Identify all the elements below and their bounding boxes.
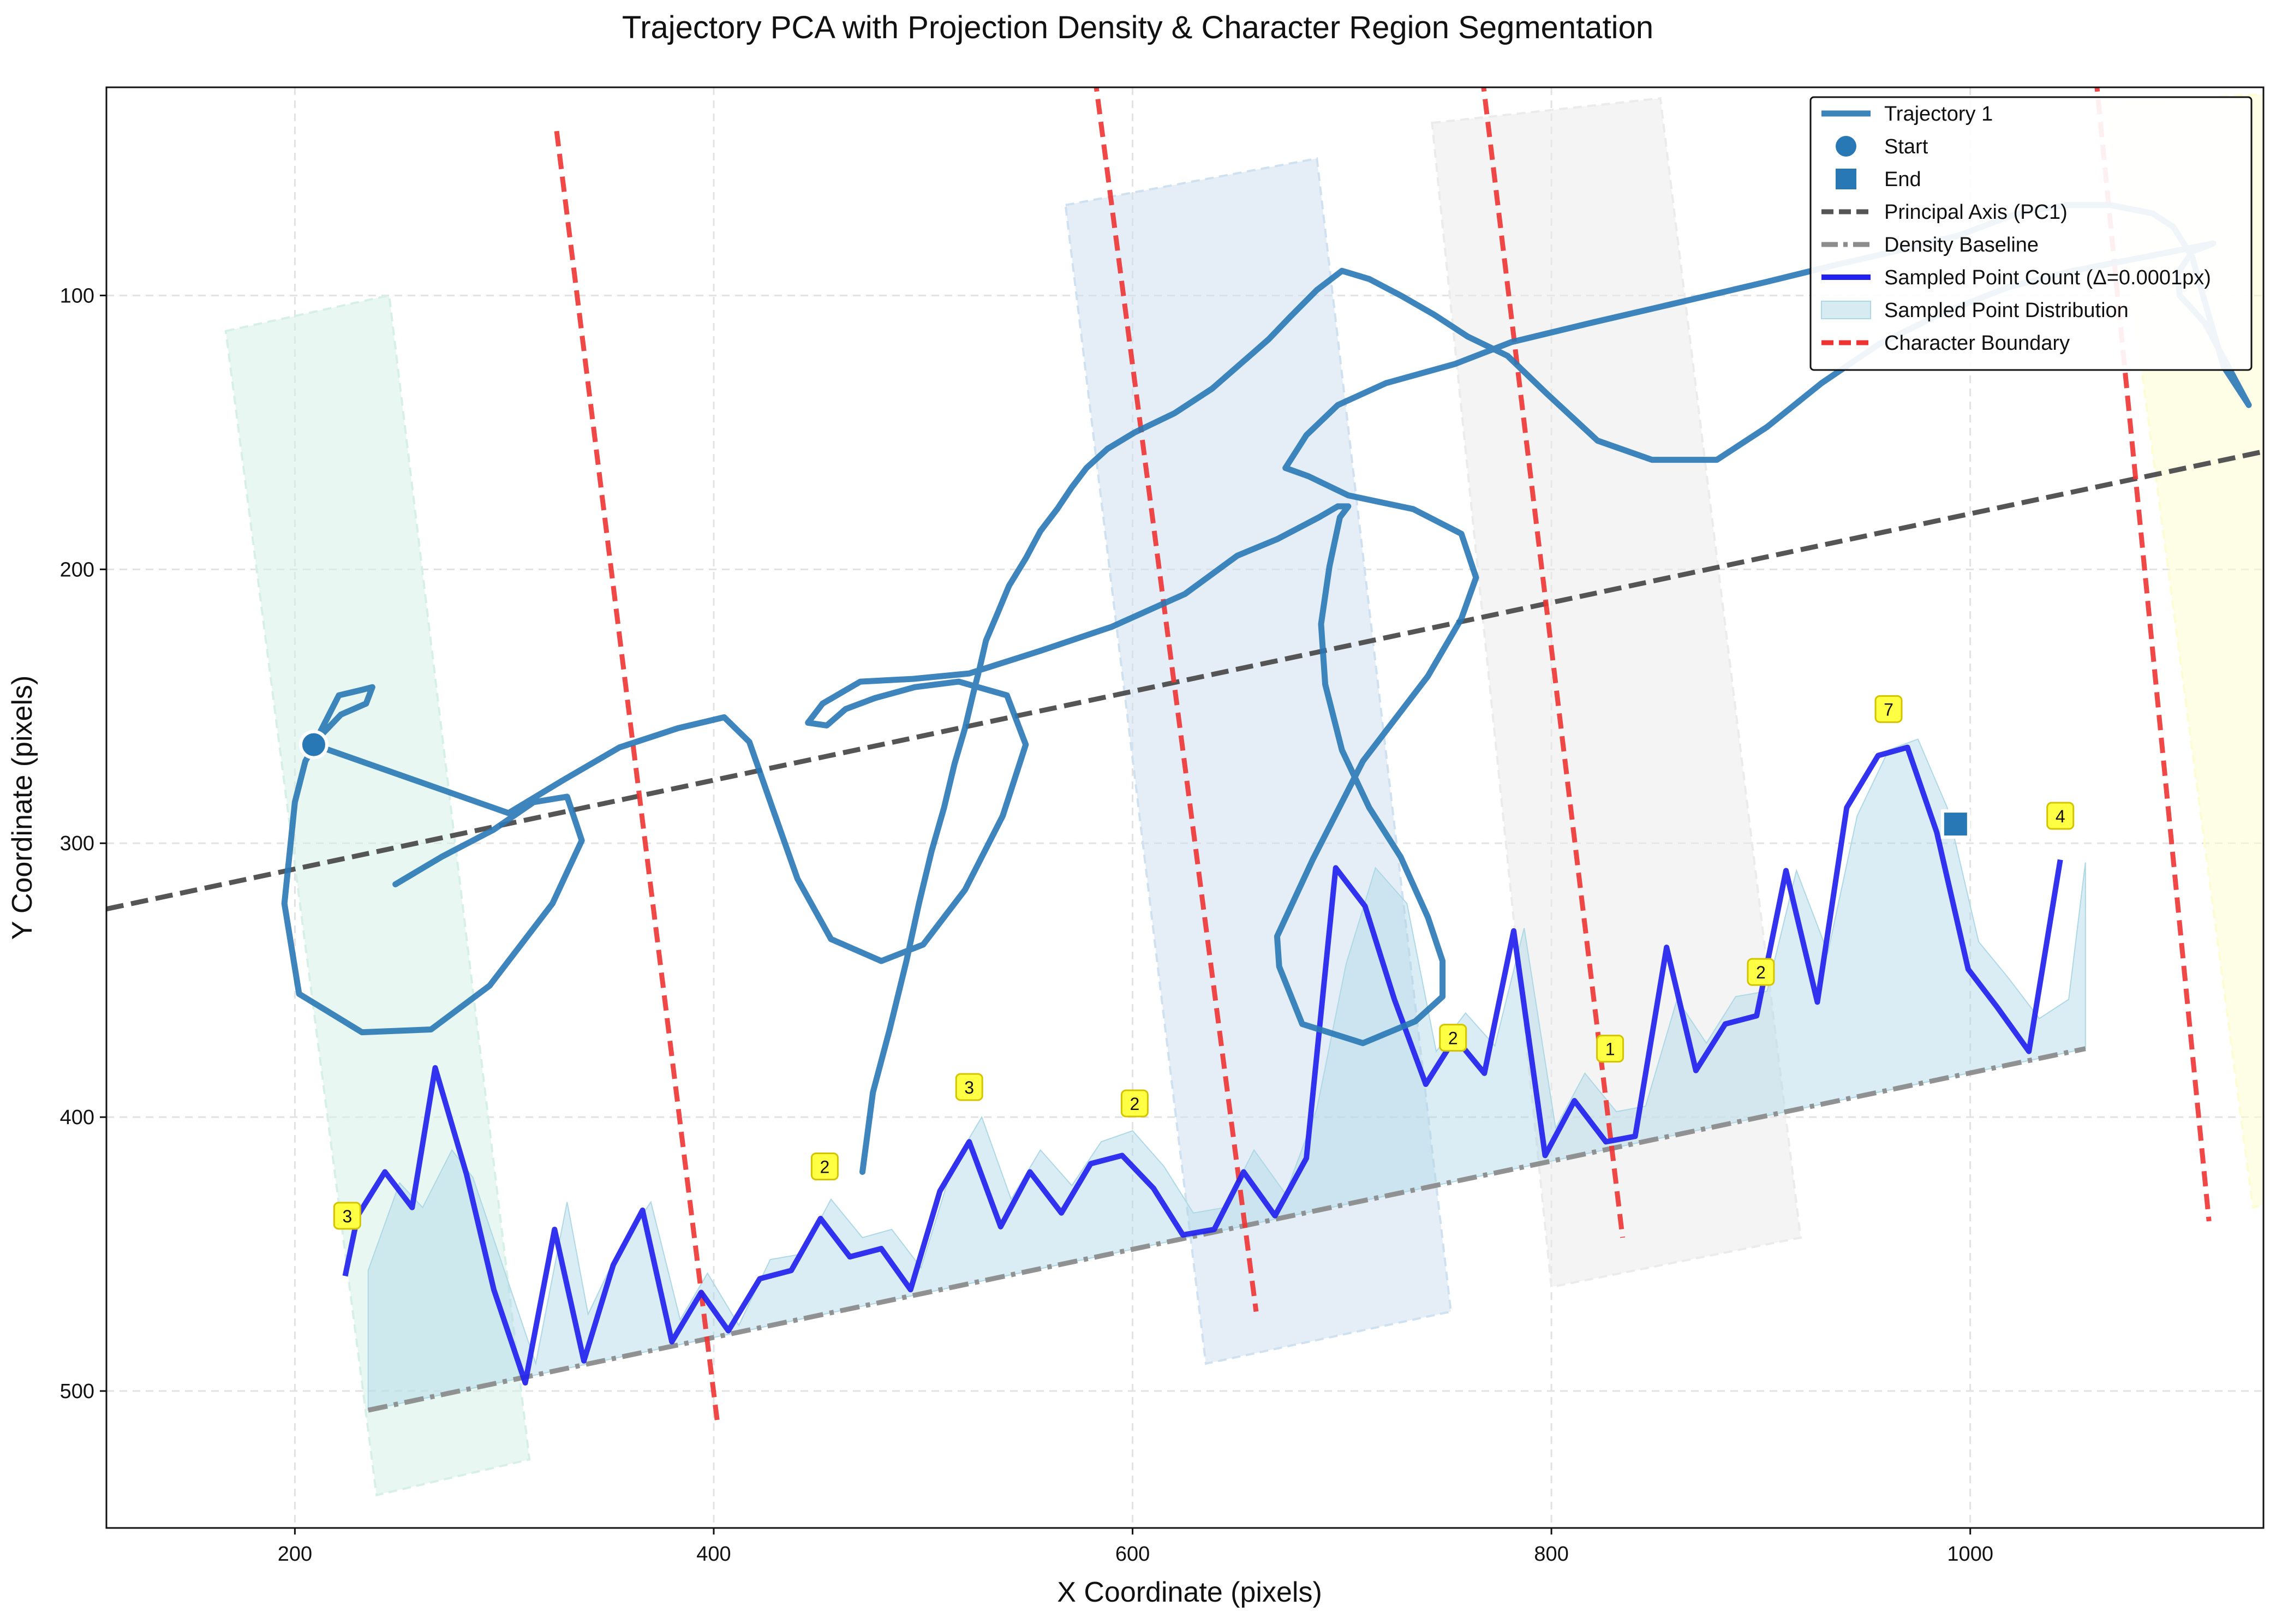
legend-handle-start bbox=[1836, 136, 1856, 157]
count-annotation-box bbox=[1874, 695, 1903, 723]
legend-frame bbox=[1809, 96, 2253, 371]
x-tick-label: 200 bbox=[278, 1543, 312, 1566]
y-tick-label: 200 bbox=[60, 558, 94, 581]
count-annotation-box bbox=[955, 1073, 983, 1101]
legend-handle-dist bbox=[1821, 301, 1871, 319]
x-tick-label: 1000 bbox=[1947, 1543, 1993, 1566]
chart-title: Trajectory PCA with Projection Density &… bbox=[622, 10, 1653, 45]
count-annotation-label: 3 bbox=[342, 1207, 352, 1226]
count-annotation-box bbox=[1596, 1035, 1624, 1063]
count-annotation-label: 2 bbox=[1756, 963, 1766, 982]
count-annotation-box bbox=[1439, 1024, 1467, 1052]
count-annotation-label: 4 bbox=[2056, 807, 2065, 826]
legend: Trajectory 1 Start End Principal Axis (PC1)… bbox=[1809, 96, 2253, 371]
y-tick-label: 500 bbox=[60, 1380, 94, 1403]
density-baseline bbox=[367, 1046, 2086, 1413]
count-annotation-label: 1 bbox=[1605, 1040, 1615, 1059]
count-annotation: 2 bbox=[810, 1152, 839, 1180]
legend-handle-end bbox=[1836, 169, 1856, 189]
plot-inner: 3 2 3 2 2 1 2 7 4 bbox=[106, 87, 2263, 1528]
y-tick-label: 100 bbox=[60, 284, 94, 307]
count-annotation: 2 bbox=[1439, 1024, 1467, 1052]
count-annotation-label: 3 bbox=[964, 1078, 974, 1097]
y-tick-label: 300 bbox=[60, 832, 94, 855]
count-annotation-box bbox=[1747, 958, 1775, 986]
count-annotation-box bbox=[1120, 1089, 1149, 1118]
count-annotation: 2 bbox=[1120, 1089, 1149, 1118]
count-annotation: 2 bbox=[1747, 958, 1775, 986]
count-annotation: 4 bbox=[2046, 802, 2075, 830]
start-marker bbox=[298, 730, 328, 760]
y-axis-label: Y Coordinate (pixels) bbox=[7, 676, 38, 940]
x-tick-label: 800 bbox=[1534, 1543, 1568, 1566]
count-annotation: 3 bbox=[955, 1073, 983, 1101]
count-annotation-box bbox=[810, 1152, 839, 1180]
count-annotation-label: 2 bbox=[1448, 1029, 1458, 1048]
trajectory-line bbox=[281, 202, 2252, 1175]
character-boundary-1 bbox=[554, 130, 721, 1427]
count-annotation: 3 bbox=[333, 1202, 361, 1230]
count-annotation-label: 2 bbox=[1130, 1094, 1139, 1114]
legend-label-count: Sampled Point Count (Δ=0.0001px) bbox=[1884, 266, 2211, 289]
legend-label-trajectory: Trajectory 1 bbox=[1884, 103, 1993, 126]
legend-label-end: End bbox=[1884, 168, 1921, 191]
x-tick-label: 400 bbox=[696, 1543, 731, 1566]
count-annotation-label: 7 bbox=[1884, 700, 1893, 719]
end-marker bbox=[1940, 809, 1970, 839]
principal-axis-line bbox=[106, 449, 2263, 912]
legend-label-dist: Sampled Point Distribution bbox=[1884, 299, 2129, 322]
y-tick-label: 400 bbox=[60, 1106, 94, 1129]
count-annotation: 7 bbox=[1874, 695, 1903, 723]
legend-label-start: Start bbox=[1884, 135, 1928, 158]
character-boundary-2 bbox=[1094, 87, 1259, 1312]
plot-frame bbox=[105, 86, 2265, 1529]
legend-label-pc1: Principal Axis (PC1) bbox=[1884, 201, 2068, 224]
character-region-1 bbox=[224, 294, 531, 1497]
count-annotation-label: 2 bbox=[820, 1157, 829, 1177]
count-annotation-box bbox=[2046, 802, 2075, 830]
plot-area: 3 2 3 2 2 1 2 7 4 200 400 600 800 1000 100 200 300 400 500 bbox=[60, 86, 2265, 1566]
character-region-2 bbox=[1064, 157, 1453, 1365]
x-axis-label: X Coordinate (pixels) bbox=[1057, 1577, 1322, 1608]
legend-label-baseline: Density Baseline bbox=[1884, 234, 2039, 256]
distribution-area bbox=[367, 738, 2086, 1411]
count-annotation: 1 bbox=[1596, 1035, 1624, 1063]
x-tick-label: 600 bbox=[1115, 1543, 1150, 1566]
legend-label-boundary: Character Boundary bbox=[1884, 332, 2070, 355]
count-annotation-box bbox=[333, 1202, 361, 1230]
